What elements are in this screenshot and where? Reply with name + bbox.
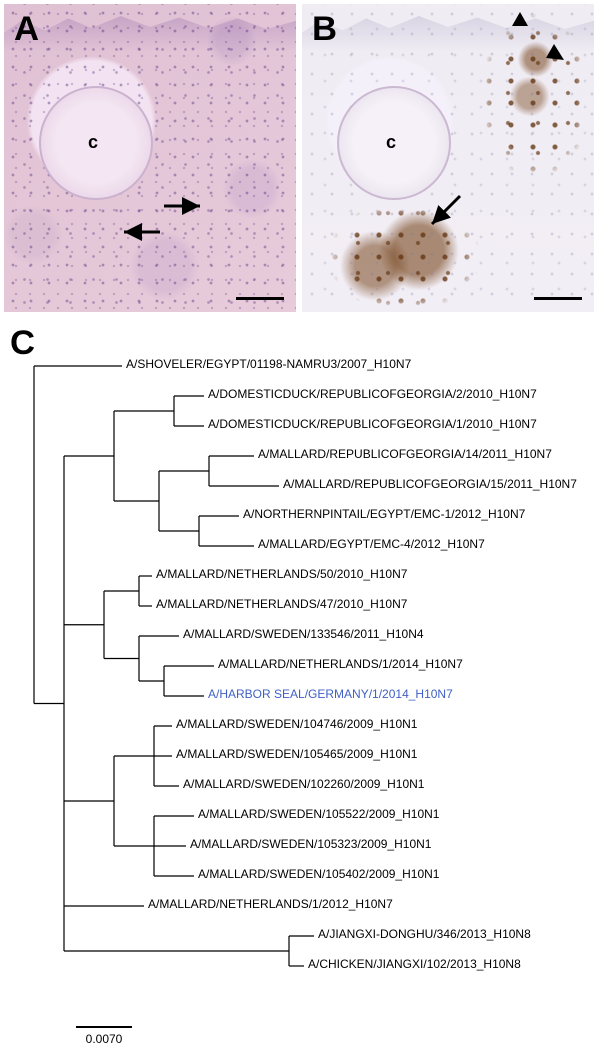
panel-b: B c [302,4,594,312]
taxon-label: A/MALLARD/SWEDEN/102260/2009_H10N1 [183,777,424,791]
tree-scale-bar [76,1026,132,1028]
taxon-label: A/MALLARD/SWEDEN/105465/2009_H10N1 [176,747,417,761]
taxon-label: A/NORTHERNPINTAIL/EGYPT/EMC-1/2012_H10N7 [243,507,525,521]
taxon-label: A/MALLARD/NETHERLANDS/47/2010_H10N7 [156,597,407,611]
taxon-label: A/MALLARD/SWEDEN/104746/2009_H10N1 [176,717,417,731]
panel-a-label: A [14,10,39,49]
taxon-label: A/CHICKEN/JIANGXI/102/2013_H10N8 [308,957,521,971]
taxon-label: A/MALLARD/SWEDEN/105402/2009_H10N1 [198,867,439,881]
taxon-label: A/DOMESTICDUCK/REPUBLICOFGEORGIA/2/2010_… [208,387,537,401]
taxon-label: A/MALLARD/SWEDEN/105323/2009_H10N1 [190,837,431,851]
panel-b-arrows [302,4,594,312]
panel-a: A c [4,4,296,312]
panel-c: C A/SHOVELER/EGYPT/01198-NAMRU3/2007_H10… [4,324,596,1058]
taxon-label: A/MALLARD/NETHERLANDS/1/2012_H10N7 [148,897,393,911]
panel-b-label: B [312,10,337,49]
taxon-label: A/MALLARD/NETHERLANDS/50/2010_H10N7 [156,567,407,581]
taxon-label: A/JIANGXI-DONGHU/346/2013_H10N8 [318,927,531,941]
panel-a-scalebar [236,297,284,300]
taxon-label: A/HARBOR SEAL/GERMANY/1/2014_H10N7 [208,687,453,701]
taxon-label: A/MALLARD/REPUBLICOFGEORGIA/15/2011_H10N… [283,477,577,491]
taxon-label: A/MALLARD/EGYPT/EMC-4/2012_H10N7 [258,537,485,551]
figure-root: A c B c [0,0,600,1062]
taxon-label: A/DOMESTICDUCK/REPUBLICOFGEORGIA/1/2010_… [208,417,537,431]
taxon-label: A/MALLARD/NETHERLANDS/1/2014_H10N7 [218,657,463,671]
taxon-label: A/SHOVELER/EGYPT/01198-NAMRU3/2007_H10N7 [126,357,411,371]
taxon-label: A/MALLARD/REPUBLICOFGEORGIA/14/2011_H10N… [258,447,552,461]
taxon-label: A/MALLARD/SWEDEN/133546/2011_H10N4 [183,627,424,641]
tree-scale: 0.0070 [44,1026,164,1046]
tree-scale-value: 0.0070 [44,1032,164,1046]
panel-a-arrows [4,4,296,312]
panel-c-label: C [10,324,35,363]
taxon-label: A/MALLARD/SWEDEN/105522/2009_H10N1 [198,807,439,821]
panel-b-scalebar [534,297,582,300]
